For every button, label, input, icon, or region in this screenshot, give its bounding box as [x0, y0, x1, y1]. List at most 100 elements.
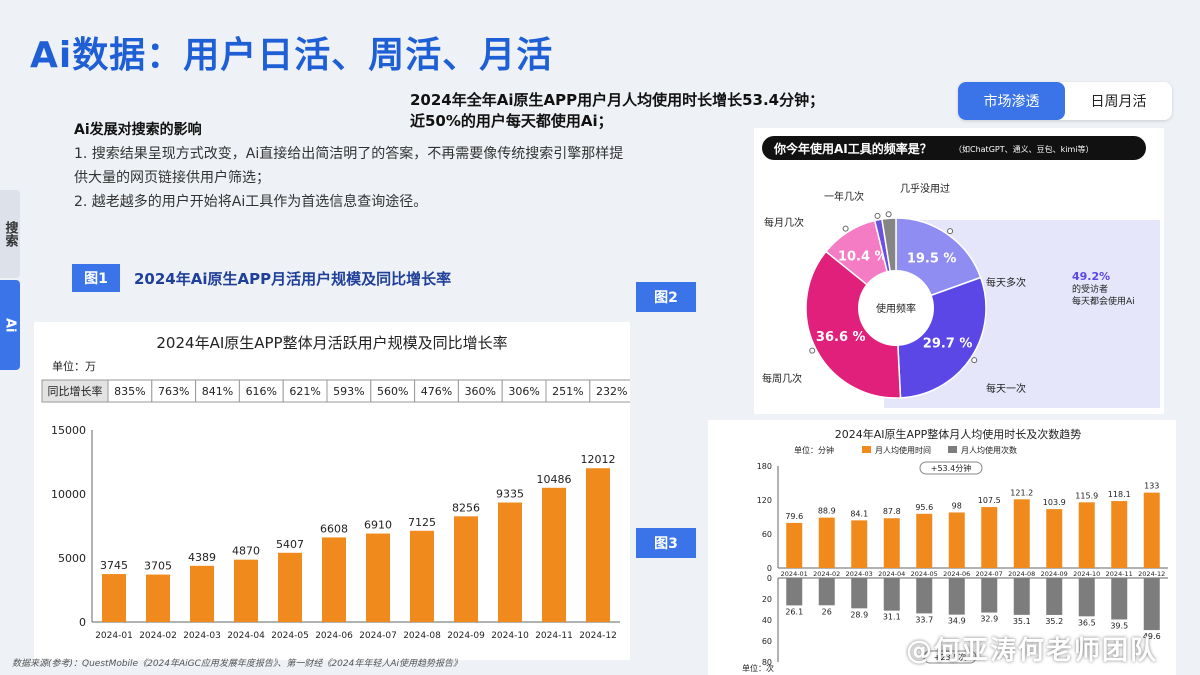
- pie-callout-dot: [842, 225, 849, 232]
- mau-bar: [234, 559, 258, 622]
- usage-top-y-tick: 0: [767, 564, 772, 573]
- mau-bar: [542, 487, 566, 622]
- legend-count: 月人均使用次数: [961, 445, 1017, 455]
- pie-callout-dot: [971, 357, 978, 364]
- yoy-value: 251%: [552, 385, 583, 398]
- mau-value-label: 3705: [144, 560, 172, 573]
- usage-count-bar: [1046, 578, 1063, 615]
- usage-x-tick: 2024-07: [976, 570, 1003, 578]
- usage-count-label: 34.9: [948, 617, 966, 626]
- usage-time-label: 88.9: [818, 507, 836, 516]
- usage-time-label: 118.1: [1108, 490, 1131, 499]
- highlight-value: 49.2%: [1072, 270, 1110, 283]
- usage-count-label: 32.9: [980, 615, 998, 624]
- mau-bar: [102, 574, 126, 622]
- mau-value-label: 10486: [537, 473, 572, 486]
- fig1-label: 2024年Ai原生APP月活用户规模及同比增长率: [134, 270, 452, 288]
- y-tick-label: 0: [79, 616, 86, 629]
- yoy-table: 同比增长率 835% 763% 841% 616% 621% 593% 560% 476% 360…: [41, 379, 635, 403]
- usage-x-tick: 2024-05: [911, 570, 938, 578]
- usage-time-label: 79.6: [785, 512, 803, 521]
- legend-swatch-time: [862, 446, 871, 453]
- x-tick-label: 2024-10: [491, 631, 529, 641]
- fig2-badge: 图2: [636, 282, 696, 312]
- usage-count-bar: [948, 578, 965, 615]
- mau-chart-title: 2024年AI原生APP整体月活跃用户规模及同比增长率: [156, 334, 507, 352]
- legend-swatch-count: [948, 446, 957, 453]
- pie-slice-label: 29.7 %: [923, 336, 973, 351]
- usage-top-y-tick: 180: [757, 462, 772, 471]
- usage-time-bar: [1143, 492, 1160, 568]
- view-tabs: 市场渗透 日周月活: [958, 82, 1172, 120]
- usage-top-y-tick: 60: [762, 530, 772, 539]
- usage-time-bar: [1111, 501, 1128, 568]
- yoy-value: 621%: [289, 385, 320, 398]
- influence-section: Ai发展对搜索的影响 1. 搜索结果呈现方式改变，Ai直接给出简洁明了的答案，不…: [74, 118, 634, 214]
- pie-slice-label: 19.5 %: [907, 251, 957, 266]
- usage-count-bar: [1143, 578, 1160, 631]
- usage-count-bar: [1078, 578, 1095, 617]
- mau-value-label: 6608: [320, 522, 348, 535]
- yoy-value: 841%: [202, 385, 233, 398]
- fig1-badge: 图1: [72, 264, 120, 292]
- usage-count-label: 35.2: [1045, 617, 1063, 626]
- yoy-value: 835%: [114, 385, 145, 398]
- frequency-subtitle: （如ChatGPT、通义、豆包、kimi等）: [954, 144, 1093, 154]
- mau-bar: [278, 552, 302, 622]
- usage-count-bar: [1111, 578, 1128, 620]
- usage-time-label: 84.1: [850, 509, 868, 518]
- pie-callout-dot: [885, 211, 892, 218]
- pie-slice-label: 10.4 %: [838, 250, 888, 265]
- usage-bottom-y-tick: 0: [767, 574, 772, 583]
- influence-point-2: 2. 越老越多的用户开始将Ai工具作为首选信息查询途径。: [74, 194, 428, 210]
- usage-x-tick: 2024-04: [878, 570, 905, 578]
- usage-x-tick: 2024-11: [1106, 570, 1133, 578]
- bottom-annotation-box: [923, 650, 977, 664]
- tab-market-penetration[interactable]: 市场渗透: [958, 82, 1065, 120]
- side-tab-ai[interactable]: Ai: [0, 280, 20, 370]
- pie-callout-dot: [809, 347, 816, 354]
- x-tick-label: 2024-03: [183, 631, 221, 641]
- usage-count-bar: [883, 578, 900, 611]
- highlight-line-1: 的受访者: [1072, 283, 1108, 295]
- frequency-chart-panel: 你今年使用AI工具的频率是？ （如ChatGPT、通义、豆包、kimi等） 19…: [754, 128, 1164, 414]
- mau-value-label: 8256: [452, 501, 480, 514]
- frequency-title-bg: [762, 136, 1146, 160]
- x-tick-label: 2024-02: [139, 631, 177, 641]
- yoy-value: 232%: [596, 385, 627, 398]
- usage-count-label: 39.5: [1110, 621, 1128, 630]
- page-title: Ai数据：用户日活、周活、月活: [30, 35, 554, 76]
- usage-count-label: 33.7: [915, 615, 933, 624]
- usage-count-bar: [981, 578, 998, 613]
- usage-time-label: 98: [952, 501, 962, 510]
- influence-point-1: 1. 搜索结果呈现方式改变，Ai直接给出简洁明了的答案，不再需要像传统搜索引擎那…: [74, 146, 624, 186]
- usage-bottom-y-tick: 20: [762, 595, 772, 604]
- data-source-note: 数据来源(参考)：QuestMobile《2024年AiGC应用发展年度报告》、…: [12, 659, 462, 669]
- pie-category-label: 每月几次: [764, 216, 804, 229]
- side-tab-search[interactable]: 搜索: [0, 190, 20, 278]
- frequency-chart: 你今年使用AI工具的频率是？ （如ChatGPT、通义、豆包、kimi等） 19…: [762, 136, 1160, 408]
- mau-bars: 3745 3705 4389 4870 5407 6608 6910 7125 8256 9335…: [100, 453, 616, 622]
- usage-time-label: 115.9: [1075, 491, 1098, 500]
- y-tick-label: 5000: [58, 552, 86, 565]
- yoy-value: 560%: [377, 385, 408, 398]
- usage-top-unit: 单位：分钟: [794, 445, 834, 455]
- mau-axis: 0 5000 10000 15000 2024-01 2024-02 2024-03 2024…: [51, 424, 620, 641]
- y-tick-label: 10000: [51, 488, 86, 501]
- tab-dau-wau-mau[interactable]: 日周月活: [1090, 94, 1147, 110]
- yoy-value: 476%: [421, 385, 452, 398]
- usage-count-label: 31.1: [883, 613, 901, 622]
- usage-count-label: 26.1: [785, 607, 803, 616]
- usage-chart-title: 2024年AI原生APP整体月人均使用时长及次数趋势: [835, 427, 1082, 441]
- x-tick-label: 2024-08: [403, 631, 441, 641]
- pie-category-label: 一年几次: [824, 190, 864, 203]
- usage-time-bar: [818, 517, 835, 568]
- usage-x-tick: 2024-08: [1008, 570, 1035, 578]
- pie-slice-label: 36.6 %: [816, 330, 866, 345]
- yoy-value: 306%: [508, 385, 539, 398]
- x-tick-label: 2024-07: [359, 631, 397, 641]
- x-tick-label: 2024-06: [315, 631, 353, 641]
- usage-count-bar: [786, 578, 803, 606]
